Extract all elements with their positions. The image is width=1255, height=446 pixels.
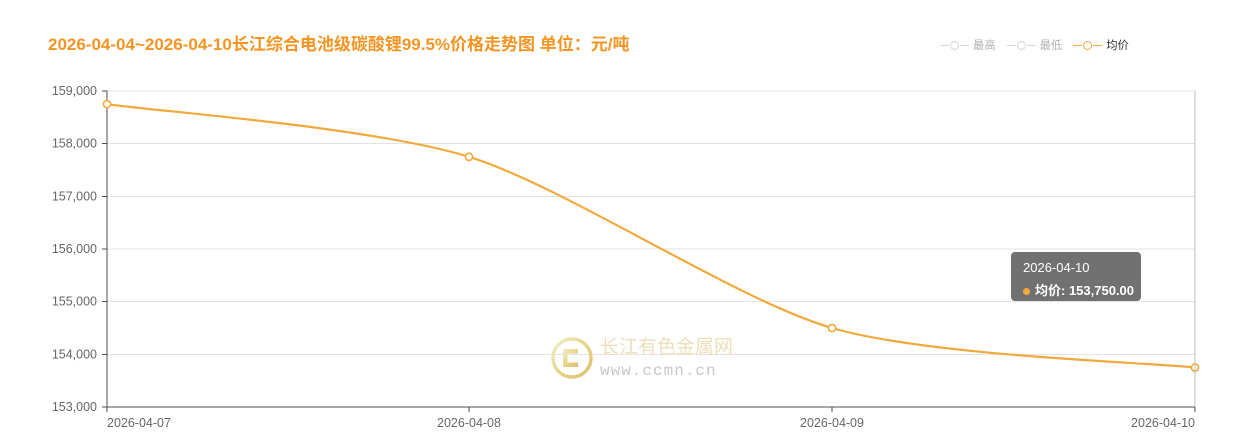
- svg-text:153,000: 153,000: [52, 400, 97, 414]
- svg-text:2026-04-08: 2026-04-08: [437, 416, 501, 430]
- svg-text:2026-04-07: 2026-04-07: [107, 416, 171, 430]
- svg-text:158,000: 158,000: [52, 137, 97, 151]
- svg-text:157,000: 157,000: [52, 189, 97, 203]
- svg-text:155,000: 155,000: [52, 295, 97, 309]
- svg-text:2026-04-09: 2026-04-09: [800, 416, 864, 430]
- svg-text:156,000: 156,000: [52, 242, 97, 256]
- svg-text:154,000: 154,000: [52, 347, 97, 361]
- svg-text:2026-04-10: 2026-04-10: [1131, 416, 1195, 430]
- svg-text:159,000: 159,000: [52, 84, 97, 98]
